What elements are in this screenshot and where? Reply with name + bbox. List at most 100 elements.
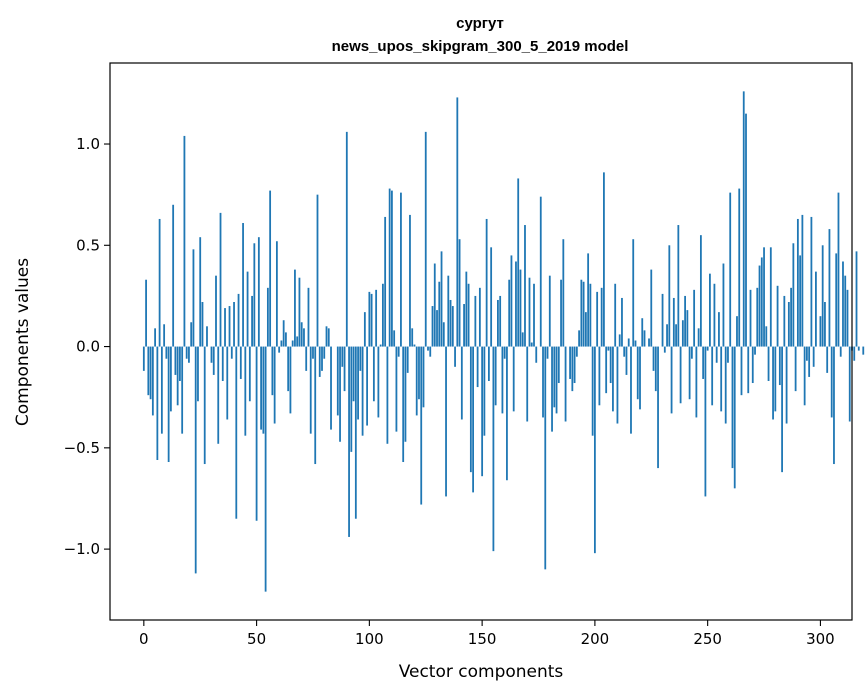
bar-50 bbox=[255, 346, 258, 521]
bar-157 bbox=[497, 299, 499, 347]
bar-71 bbox=[303, 328, 305, 347]
bar-124 bbox=[422, 346, 425, 408]
bar-36 bbox=[224, 308, 226, 347]
bar-26 bbox=[201, 302, 204, 347]
bar-300 bbox=[819, 316, 822, 347]
bar-118 bbox=[409, 214, 411, 347]
bar-260 bbox=[729, 192, 732, 347]
bar-254 bbox=[715, 346, 718, 363]
bar-96 bbox=[359, 346, 362, 371]
bar-284 bbox=[783, 295, 786, 347]
bar-59 bbox=[275, 241, 278, 347]
bar-87 bbox=[339, 346, 341, 442]
bar-215 bbox=[627, 338, 630, 347]
bar-302 bbox=[824, 302, 826, 347]
bar-285 bbox=[785, 346, 788, 424]
bar-108 bbox=[386, 346, 389, 444]
bar-289 bbox=[794, 346, 797, 392]
bar-280 bbox=[774, 346, 777, 412]
bar-128 bbox=[431, 306, 434, 347]
bar-145 bbox=[469, 346, 472, 473]
x-axis-label: Vector components bbox=[399, 662, 564, 682]
bar-9 bbox=[163, 324, 166, 347]
bar-137 bbox=[451, 306, 454, 347]
bar-158 bbox=[499, 295, 502, 347]
y-axis-ticks: −1.0 −0.5 0.0 0.5 1.0 bbox=[64, 135, 110, 558]
bar-52 bbox=[260, 346, 262, 430]
bar-160 bbox=[503, 346, 506, 359]
bar-275 bbox=[763, 247, 765, 347]
x-tick-label: 150 bbox=[468, 630, 497, 648]
bar-291 bbox=[799, 255, 802, 347]
bar-269 bbox=[749, 289, 752, 347]
bar-283 bbox=[781, 346, 783, 473]
bar-55 bbox=[266, 287, 269, 347]
bar-191 bbox=[573, 346, 576, 384]
bar-144 bbox=[467, 283, 470, 347]
bar-306 bbox=[833, 346, 835, 465]
bar-281 bbox=[776, 285, 779, 347]
bar-132 bbox=[440, 251, 443, 347]
bar-234 bbox=[670, 346, 673, 414]
y-axis-label: Components values bbox=[13, 258, 33, 426]
bar-224 bbox=[648, 338, 650, 347]
x-tick-label: 200 bbox=[581, 630, 610, 648]
bar-130 bbox=[436, 310, 438, 347]
bar-5 bbox=[154, 328, 156, 347]
bar-179 bbox=[546, 346, 549, 359]
bar-154 bbox=[490, 247, 493, 347]
bar-167 bbox=[519, 269, 522, 347]
bar-312 bbox=[846, 289, 849, 347]
bar-32 bbox=[215, 275, 217, 347]
bar-97 bbox=[361, 346, 364, 436]
bar-317 bbox=[857, 346, 860, 351]
bar-240 bbox=[684, 295, 686, 347]
bar-196 bbox=[584, 312, 587, 347]
bar-243 bbox=[690, 346, 693, 359]
bar-199 bbox=[591, 346, 594, 436]
bar-37 bbox=[226, 346, 229, 420]
bar-78 bbox=[318, 346, 321, 377]
bar-176 bbox=[539, 196, 542, 347]
bar-76 bbox=[314, 346, 317, 465]
bar-252 bbox=[711, 346, 714, 406]
bar-0 bbox=[142, 346, 145, 371]
x-tick-label: 50 bbox=[247, 630, 266, 648]
bar-315 bbox=[853, 346, 856, 361]
bar-64 bbox=[287, 346, 290, 392]
bar-182 bbox=[553, 346, 556, 408]
bar-225 bbox=[650, 269, 653, 347]
bar-173 bbox=[533, 283, 535, 347]
bar-81 bbox=[325, 326, 328, 347]
bar-116 bbox=[404, 346, 407, 442]
bar-129 bbox=[433, 263, 436, 347]
bar-111 bbox=[393, 330, 396, 347]
bar-88 bbox=[341, 346, 344, 367]
bar-119 bbox=[411, 328, 414, 347]
bar-89 bbox=[343, 346, 346, 392]
bar-198 bbox=[589, 283, 592, 347]
bar-226 bbox=[652, 346, 655, 371]
bar-23 bbox=[194, 346, 197, 574]
bar-259 bbox=[727, 346, 729, 363]
bar-10 bbox=[165, 346, 168, 359]
bar-98 bbox=[363, 312, 366, 347]
bar-233 bbox=[668, 245, 671, 347]
bar-34 bbox=[219, 212, 222, 347]
bar-77 bbox=[316, 194, 319, 347]
bar-131 bbox=[438, 281, 441, 347]
bar-251 bbox=[709, 273, 711, 347]
bar-178 bbox=[544, 346, 547, 570]
bar-72 bbox=[305, 346, 308, 371]
bar-141 bbox=[460, 346, 463, 420]
bar-163 bbox=[510, 255, 513, 347]
bar-181 bbox=[551, 346, 553, 432]
bar-170 bbox=[526, 346, 529, 422]
x-axis-ticks: 0 50 100 150 200 250 300 bbox=[139, 620, 835, 648]
bar-91 bbox=[348, 346, 350, 537]
bar-148 bbox=[476, 346, 479, 388]
bar-106 bbox=[381, 283, 384, 347]
bar-146 bbox=[472, 346, 474, 493]
bar-310 bbox=[842, 261, 844, 347]
bar-279 bbox=[772, 346, 774, 420]
